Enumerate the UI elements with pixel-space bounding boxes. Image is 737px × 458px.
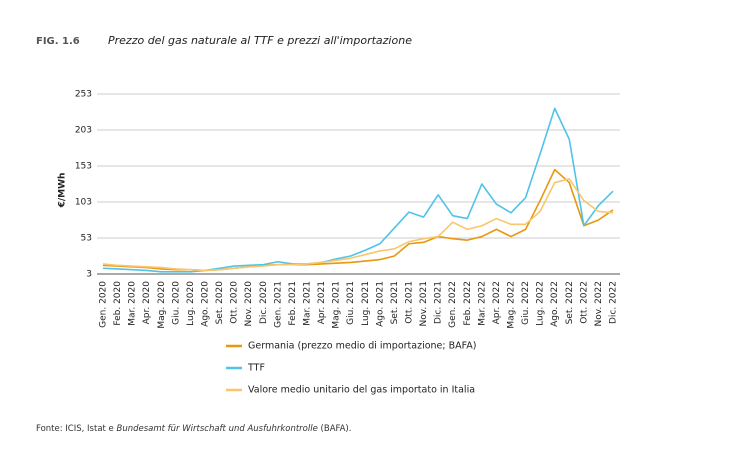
- x-tick-label: Giu. 2021: [346, 281, 356, 325]
- x-tick-label: Set. 2020: [215, 281, 225, 325]
- x-tick-label: Mar. 2021: [303, 281, 313, 326]
- figure-label: FIG. 1.6: [36, 36, 80, 47]
- x-tick-label: Mar. 2022: [477, 281, 487, 326]
- y-tick-label: 203: [75, 126, 92, 136]
- x-tick-label: Feb. 2020: [113, 281, 123, 326]
- x-tick-label: Feb. 2021: [288, 281, 298, 326]
- x-tick-label: Giu. 2020: [171, 281, 181, 325]
- x-tick-label: Dic. 2022: [609, 281, 619, 324]
- x-tick-label: Ago. 2020: [201, 281, 211, 327]
- x-tick-label: Lug. 2020: [186, 281, 196, 326]
- x-tick-label: Gen. 2022: [448, 281, 458, 328]
- source-text: (BAFA).: [320, 424, 352, 434]
- x-tick-label: Dic. 2021: [434, 281, 444, 324]
- x-tick-label: Set. 2021: [390, 281, 400, 324]
- x-tick-label: Nov. 2021: [419, 281, 429, 327]
- x-tick-label: Mag. 2020: [157, 281, 167, 329]
- x-tick-label: Gen. 2021: [273, 281, 283, 328]
- x-tick-label: Ott. 2022: [579, 281, 589, 324]
- y-tick-label: 53: [81, 234, 92, 244]
- x-tick-label: Set. 2022: [565, 281, 575, 324]
- source-text: Fonte: ICIS, Istat e: [36, 424, 114, 434]
- x-tick-label: Apr. 2021: [317, 281, 327, 324]
- y-tick-label: 103: [75, 198, 92, 208]
- y-axis-label: €/MWh: [58, 173, 68, 209]
- x-tick-label: Mag. 2021: [332, 281, 342, 329]
- x-tick-label: Lug. 2022: [536, 281, 546, 326]
- x-tick-label: Ott. 2020: [230, 281, 240, 324]
- x-tick-label: Mag. 2022: [507, 281, 517, 329]
- series-line: [102, 107, 614, 273]
- y-tick-label: 253: [75, 90, 92, 100]
- legend-label: Valore medio unitario del gas importato …: [248, 385, 475, 396]
- x-tick-label: Ago. 2022: [550, 281, 560, 327]
- x-tick-label: Apr. 2022: [492, 281, 502, 324]
- y-tick-label: 153: [75, 162, 92, 172]
- legend-label: TTF: [247, 363, 265, 374]
- chart: FIG. 1.6 Prezzo del gas naturale al TTF …: [36, 34, 620, 396]
- x-tick-label: Gen. 2020: [99, 281, 109, 328]
- x-tick-label: Ott. 2021: [405, 281, 415, 324]
- chart-title: Prezzo del gas naturale al TTF e prezzi …: [108, 34, 412, 47]
- x-tick-label: Nov. 2022: [594, 281, 604, 327]
- y-tick-label: 3: [86, 270, 92, 280]
- source-text: Bundesamt für Wirtschaft und Ausfuhrkont…: [116, 424, 318, 434]
- x-tick-label: Giu. 2022: [521, 281, 531, 325]
- legend-label: Germania (prezzo medio di importazione; …: [248, 341, 476, 352]
- x-tick-label: Ago. 2021: [375, 281, 385, 327]
- series-line: [102, 168, 614, 272]
- x-tick-label: Feb. 2022: [463, 281, 473, 326]
- series-line: [102, 178, 614, 272]
- x-tick-label: Lug. 2021: [361, 281, 371, 326]
- x-tick-label: Mar. 2020: [128, 281, 138, 326]
- x-tick-label: Apr. 2020: [142, 281, 152, 325]
- x-tick-label: Nov. 2020: [244, 281, 254, 327]
- x-tick-label: Dic. 2020: [259, 281, 269, 324]
- source: Fonte: ICIS, Istat e Bundesamt für Wirts…: [36, 424, 351, 434]
